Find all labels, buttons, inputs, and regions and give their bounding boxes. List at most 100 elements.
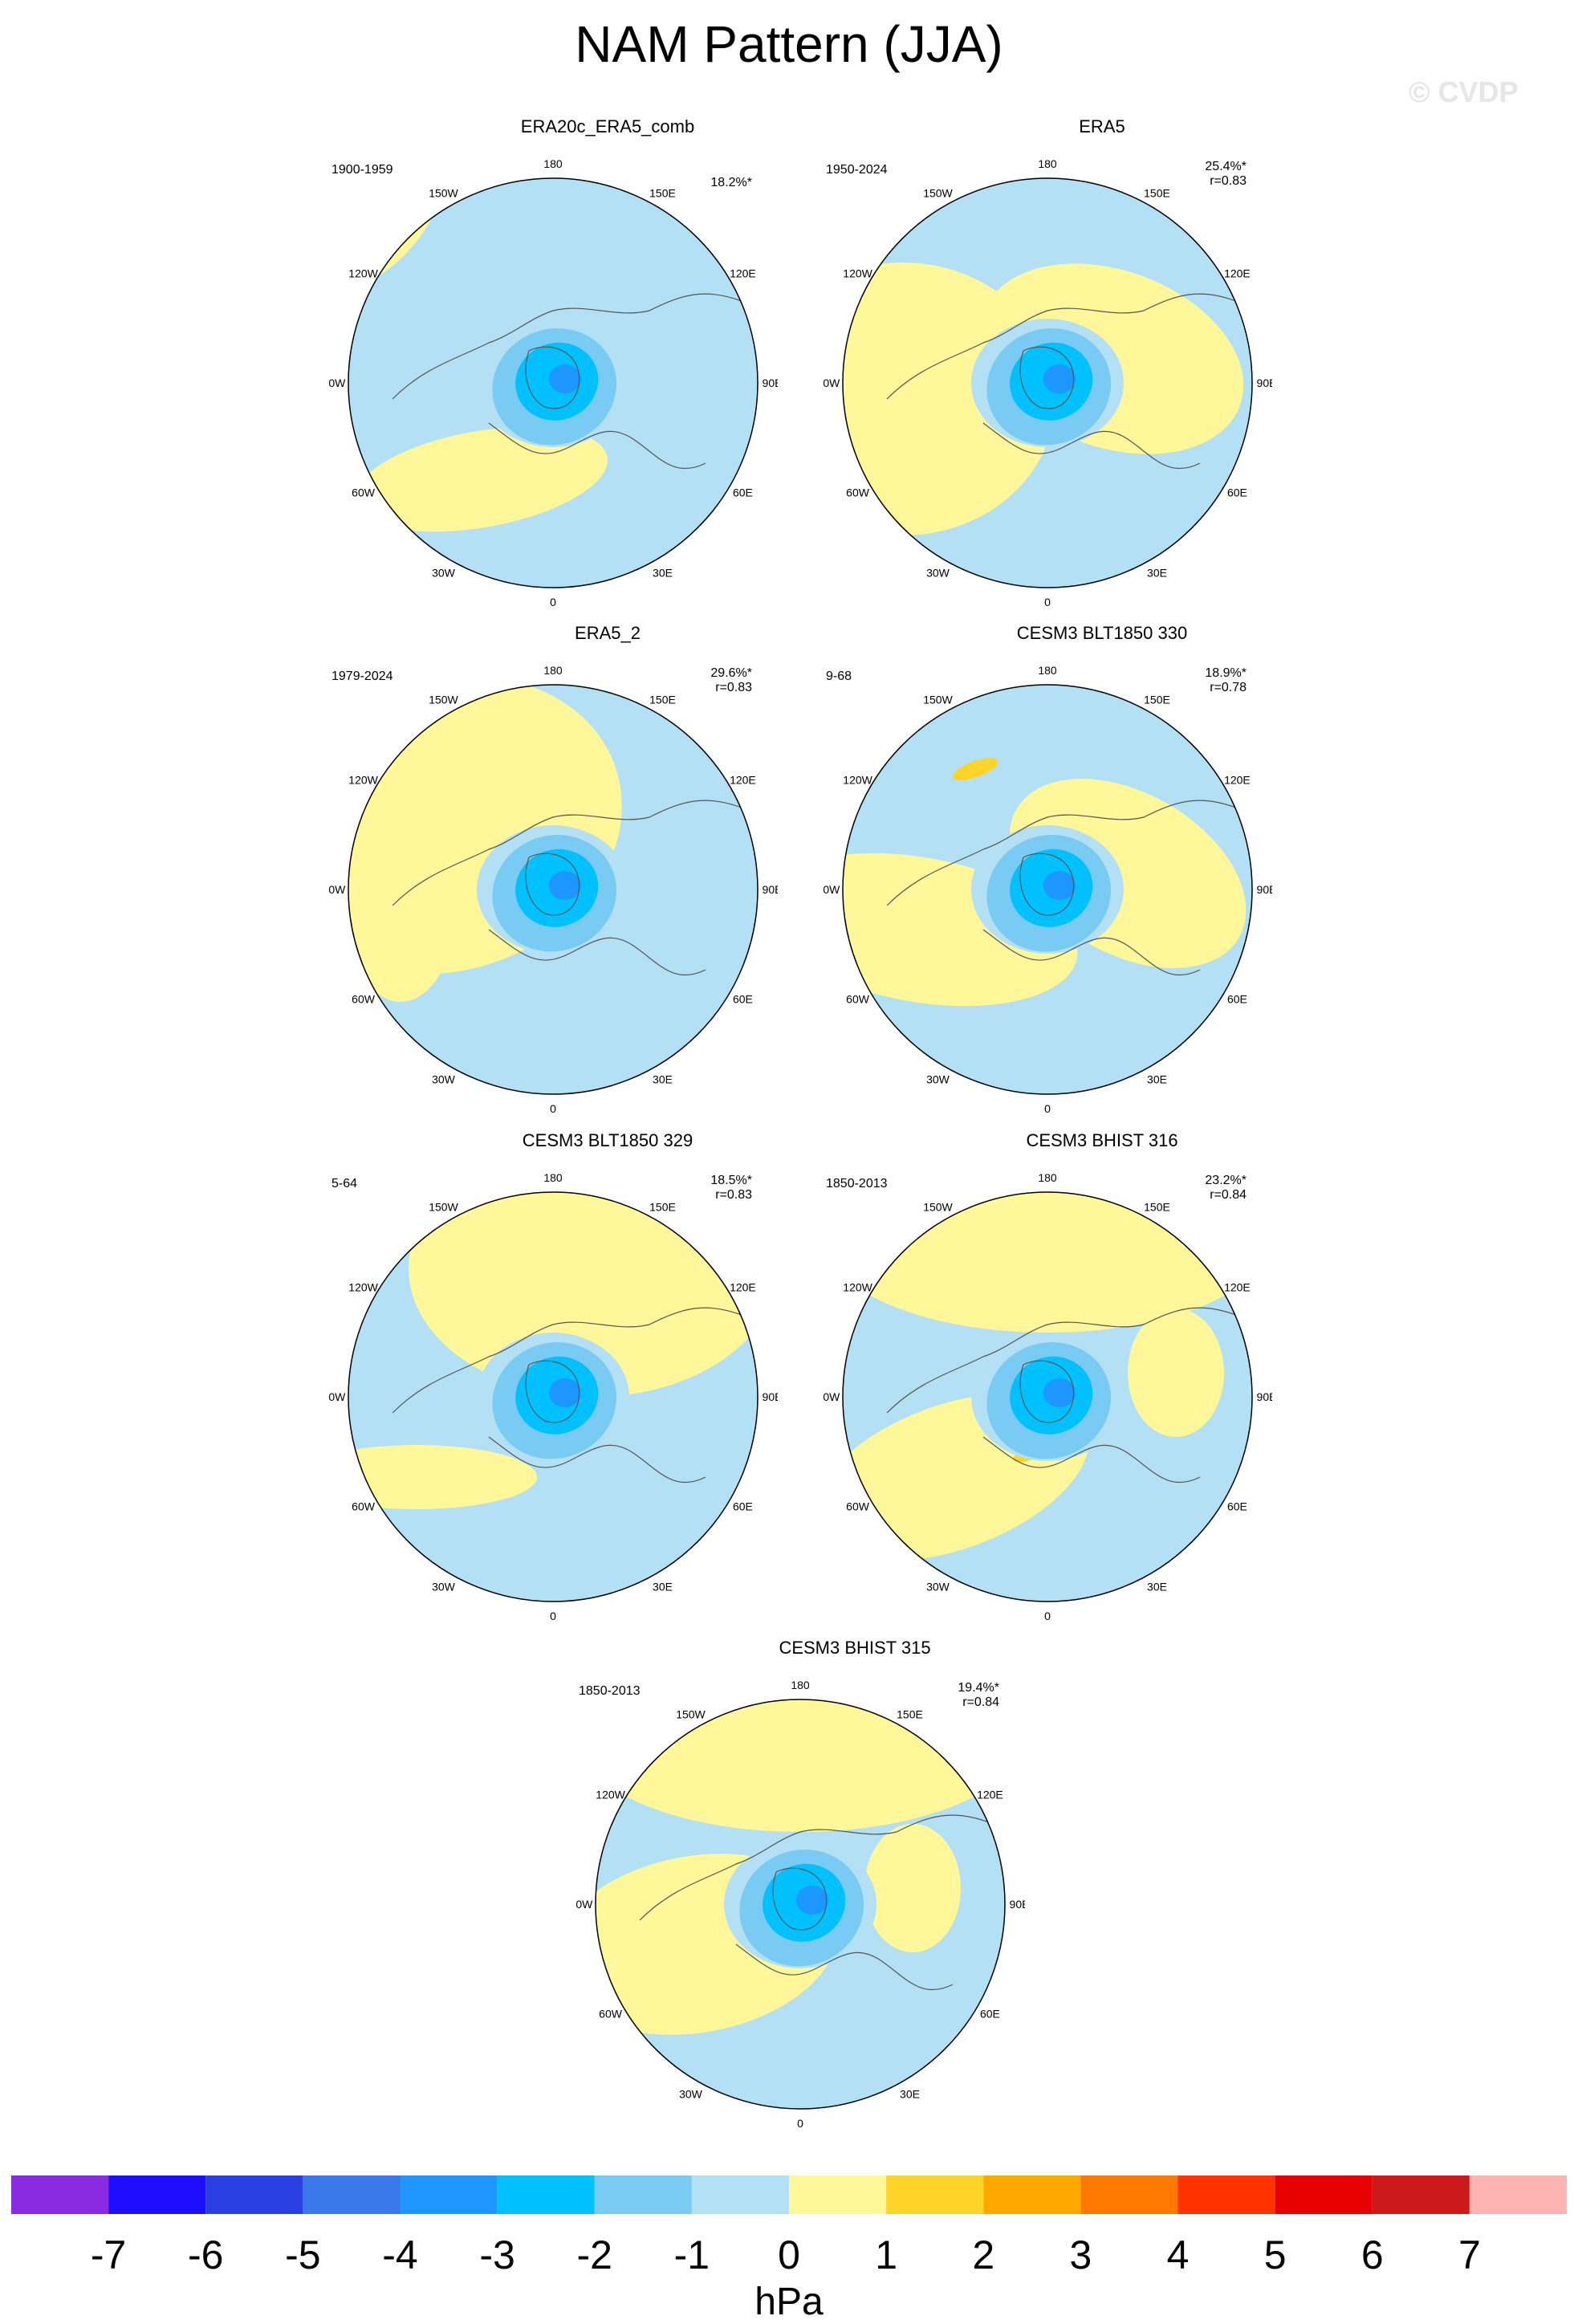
coastline [982, 422, 1201, 470]
panel-explained-variance: 23.2%* [1205, 1174, 1247, 1187]
longitude-label: 150E [897, 1708, 923, 1721]
map-boundary [842, 177, 1253, 588]
longitude-label: 120W [348, 774, 378, 787]
panel-explained-variance: 18.2%* [710, 176, 752, 189]
longitude-label: 90E [763, 883, 778, 896]
panel-pattern-correlation: r=0.78 [1210, 681, 1247, 694]
greenland-outline [525, 853, 580, 916]
negative-anomaly-core-4 [1043, 1378, 1076, 1407]
longitude-label: 90W [328, 883, 346, 896]
polar-map: 180 150E 120E 90E 60E 30E 0 30W 60W 90W 120W 150W [328, 158, 778, 608]
panel-pattern-correlation: r=0.83 [1210, 174, 1247, 188]
negative-anomaly-core-4 [796, 1886, 828, 1915]
longitude-label: 60E [980, 2008, 1000, 2021]
coastline [982, 1436, 1201, 1484]
panel-title: ERA5_2 [575, 623, 641, 643]
panel-title: ERA20c_ERA5_comb [520, 116, 695, 136]
colorbar-segment [108, 2175, 206, 2214]
panel-pattern-correlation: r=0.83 [715, 681, 752, 694]
longitude-label: 150E [1144, 694, 1170, 706]
longitude-label: 30W [432, 566, 456, 579]
longitude-label: 180 [543, 158, 563, 170]
longitude-label: 150E [1144, 187, 1170, 200]
greenland-outline [1019, 853, 1075, 916]
panel-title: CESM3 BHIST 316 [1026, 1130, 1178, 1150]
map-boundary [348, 1191, 758, 1602]
greenland-outline [525, 346, 580, 409]
longitude-label: 60E [1227, 1500, 1247, 1513]
coastline [886, 1307, 1241, 1414]
map-boundary [348, 684, 758, 1095]
colorbar-tick: 4 [1166, 2232, 1190, 2277]
longitude-label: 30W [926, 566, 950, 579]
polar-map: 180 150E 120E 90E 60E 30E 0 30W 60W 90W 120W 150W [823, 1172, 1272, 1622]
panel-period: 9-68 [826, 670, 852, 683]
positive-anomaly-region [864, 1824, 961, 1952]
colorbar-segment [497, 2175, 595, 2214]
longitude-label: 0 [550, 1610, 556, 1622]
negative-anomaly-core-4 [1043, 871, 1076, 900]
longitude-label: 60E [733, 1500, 753, 1513]
panel-period: 1950-2024 [826, 163, 888, 177]
panel-period: 1900-1959 [331, 163, 393, 177]
colorbar-segment [789, 2175, 887, 2214]
colorbar-tick: 5 [1263, 2232, 1287, 2277]
longitude-label: 120W [348, 267, 378, 280]
page-title: NAM Pattern (JJA) [575, 15, 1003, 73]
map-panel-6: CESM3 BHIST 316 1850-2013 23.2%* r=0.84 … [811, 1130, 1421, 1628]
longitude-label: 90E [763, 1390, 778, 1403]
longitude-label: 60W [846, 993, 870, 1006]
panel-explained-variance: 18.5%* [710, 1174, 752, 1187]
longitude-label: 0 [550, 596, 556, 608]
longitude-label: 90W [823, 883, 840, 896]
longitude-label: 120E [977, 1789, 1003, 1801]
longitude-label: 60E [733, 486, 753, 499]
longitude-label: 180 [1038, 1172, 1057, 1184]
positive-anomaly-region [843, 263, 1055, 535]
longitude-label: 30W [679, 2087, 703, 2100]
panel-explained-variance: 29.6%* [710, 666, 752, 680]
longitude-label: 120W [843, 1281, 872, 1294]
map-boundary [842, 684, 1253, 1095]
longitude-label: 150E [1144, 1201, 1170, 1214]
longitude-label: 60W [599, 2008, 623, 2021]
positive-anomaly-region [1128, 1309, 1224, 1437]
colorbar-segment [400, 2175, 498, 2214]
polar-map: 180 150E 120E 90E 60E 30E 0 30W 60W 90W 120W 150W [328, 665, 778, 1114]
greenland-outline [772, 1867, 828, 1931]
longitude-label: 30E [1147, 1580, 1167, 1593]
longitude-label: 180 [1038, 158, 1057, 170]
panel-title: CESM3 BLT1850 330 [1016, 623, 1188, 643]
longitude-label: 60W [352, 993, 376, 1006]
panel-period: 1850-2013 [826, 1177, 888, 1190]
coastline [488, 422, 706, 470]
longitude-label: 150W [429, 187, 458, 200]
colorbar-tick: -2 [576, 2232, 612, 2277]
longitude-label: 30W [926, 1580, 950, 1593]
longitude-label: 120W [596, 1789, 625, 1801]
longitude-label: 90E [1257, 883, 1272, 896]
panel-explained-variance: 19.4%* [958, 1681, 999, 1695]
colorbar-tick: 0 [778, 2232, 800, 2277]
longitude-label: 150W [923, 1201, 953, 1214]
colorbar-segment [983, 2175, 1081, 2214]
longitude-label: 90W [575, 1898, 593, 1911]
longitude-label: 30E [900, 2087, 920, 2100]
coastline [392, 1307, 746, 1414]
panel-pattern-correlation: r=0.84 [1210, 1188, 1247, 1202]
map-boundary [595, 1699, 1006, 2110]
longitude-label: 90E [1257, 1390, 1272, 1403]
map-panel-1: ERA20c_ERA5_comb 1900-1959 18.2%* 180 150… [317, 116, 927, 614]
longitude-label: 120W [843, 774, 872, 787]
colorbar-tick: -5 [285, 2232, 321, 2277]
longitude-label: 0 [1044, 596, 1051, 608]
longitude-label: 30E [1147, 1072, 1167, 1085]
watermark: © CVDP [1409, 75, 1519, 108]
panel-period: 1850-2013 [579, 1684, 641, 1698]
colorbar-segment [886, 2175, 984, 2214]
colorbar-tick: 7 [1458, 2232, 1481, 2277]
longitude-label: 180 [1038, 665, 1057, 677]
longitude-label: 120E [730, 267, 756, 280]
colorbar-units: hPa [754, 2281, 824, 2323]
coastline [982, 929, 1201, 976]
